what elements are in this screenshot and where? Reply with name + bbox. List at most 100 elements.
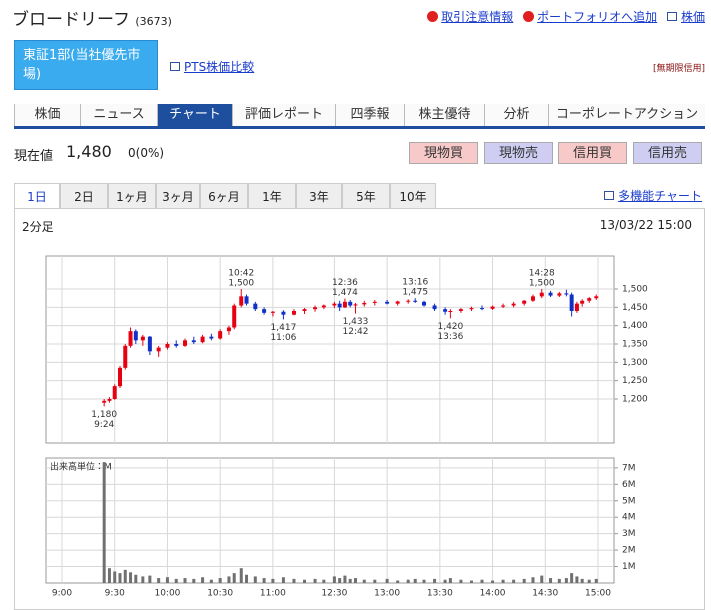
tab[interactable]: 株価 <box>14 104 80 126</box>
candle-body <box>490 306 495 309</box>
trade-button[interactable]: 現物買 <box>409 142 478 164</box>
link[interactable]: 取引注意情報 <box>441 10 514 24</box>
period-tab[interactable]: 3ヶ月 <box>156 183 200 209</box>
volume-bar <box>575 576 579 583</box>
tab-underline <box>14 126 705 129</box>
y-tick-label: 1,250 <box>622 376 648 386</box>
volume-bar <box>373 579 377 583</box>
annotation: 14:28 <box>529 269 555 279</box>
tab[interactable]: チャート <box>157 104 232 126</box>
pts-link[interactable]: PTS株価比較 <box>184 60 255 74</box>
link[interactable]: 株価 <box>680 10 705 24</box>
candle-body <box>102 400 107 403</box>
candle-body <box>156 347 161 352</box>
period-tab[interactable]: 1日 <box>14 183 60 209</box>
candle-body <box>422 301 427 306</box>
volume-bar <box>594 578 598 583</box>
volume-bar <box>157 578 161 583</box>
y-tick-label: 2M <box>622 546 636 556</box>
volume-bar <box>129 572 133 583</box>
candle-body <box>140 336 145 341</box>
candle-body <box>564 293 569 295</box>
candle-body <box>321 305 326 308</box>
candle-body <box>112 386 117 399</box>
trade-button[interactable]: 信用買 <box>558 142 627 164</box>
candle-body <box>313 307 318 310</box>
tab[interactable]: コーポレートアクション <box>548 104 705 126</box>
volume-bar <box>218 578 222 583</box>
tab[interactable]: 評価レポート <box>232 104 335 126</box>
candle-body <box>332 303 337 306</box>
tab[interactable]: ニュース <box>80 104 157 126</box>
period-tab[interactable]: 3年 <box>296 183 342 209</box>
link-icon <box>666 12 677 21</box>
annotation: 1,500 <box>529 279 555 289</box>
market-box[interactable]: 東証1部(当社優先市場) <box>14 40 158 90</box>
volume-bar <box>201 577 205 583</box>
candle-body <box>123 345 128 368</box>
volume-bar <box>433 578 437 583</box>
candle-body <box>262 309 267 313</box>
volume-bar <box>227 576 231 583</box>
period-tab[interactable]: 10年 <box>390 183 436 209</box>
volume-bar <box>480 579 484 583</box>
trade-button[interactable]: 信用売 <box>633 142 702 164</box>
pts: PTS株価比較 <box>170 58 254 75</box>
x-tick-label: 13:30 <box>427 589 453 599</box>
volume-bar <box>102 462 106 583</box>
x-tick-label: 14:30 <box>532 589 558 599</box>
candle-body <box>362 302 367 305</box>
volume-bar <box>262 578 266 583</box>
volume-bar <box>245 574 249 583</box>
candle-body <box>580 300 585 304</box>
period-tab[interactable]: 1年 <box>248 183 296 209</box>
stock-title: ブロードリーフ (3673) <box>12 5 172 30</box>
y-tick-label: 1,350 <box>622 340 648 350</box>
multi-chart-link[interactable]: 多機能チャート <box>618 189 702 203</box>
period-tab[interactable]: 5年 <box>342 183 390 209</box>
x-tick-label: 15:00 <box>585 589 611 599</box>
volume-bar <box>253 576 257 583</box>
volume-bar <box>491 580 495 583</box>
link[interactable]: ポートフォリオへ追加 <box>537 10 658 24</box>
annotation: 13:16 <box>402 278 428 288</box>
volume-bar <box>113 571 117 583</box>
volume-bar <box>549 578 553 583</box>
volume-bar <box>174 578 178 583</box>
volume-bar <box>353 578 357 583</box>
volume-bar <box>469 580 473 583</box>
volume-bar <box>501 579 505 583</box>
candle-body <box>511 303 516 306</box>
trade-button[interactable]: 現物売 <box>484 142 553 164</box>
candle-body <box>133 331 138 341</box>
tab[interactable]: 四季報 <box>335 104 404 126</box>
tab[interactable]: 分析 <box>484 104 548 126</box>
candle-body <box>458 309 463 311</box>
volume-bar <box>459 579 463 583</box>
candle-body <box>174 344 179 346</box>
volume-bar <box>406 579 410 583</box>
period-tab[interactable]: 2日 <box>60 183 108 209</box>
volume-bar <box>570 573 574 583</box>
stock-name: ブロードリーフ <box>12 10 130 30</box>
volume-bar <box>413 578 417 583</box>
volume-bar <box>362 579 366 583</box>
candle-body <box>413 300 418 302</box>
candle-body <box>226 327 231 332</box>
candle-body <box>239 296 244 306</box>
warning-icon <box>427 11 439 22</box>
volume-bar <box>141 576 145 583</box>
volume-bar <box>448 578 452 583</box>
candle-body <box>443 309 448 312</box>
volume-bar <box>522 578 526 583</box>
annotation: 11:06 <box>270 333 296 343</box>
candle-body <box>501 305 506 307</box>
x-tick-label: 10:00 <box>154 589 180 599</box>
annotation: 1,475 <box>402 288 428 298</box>
tab[interactable]: 株主優待 <box>404 104 484 126</box>
period-tab[interactable]: 1ヶ月 <box>108 183 156 209</box>
candle-body <box>270 311 275 313</box>
period-tab[interactable]: 6ヶ月 <box>200 183 248 209</box>
chart-panel <box>14 208 705 610</box>
